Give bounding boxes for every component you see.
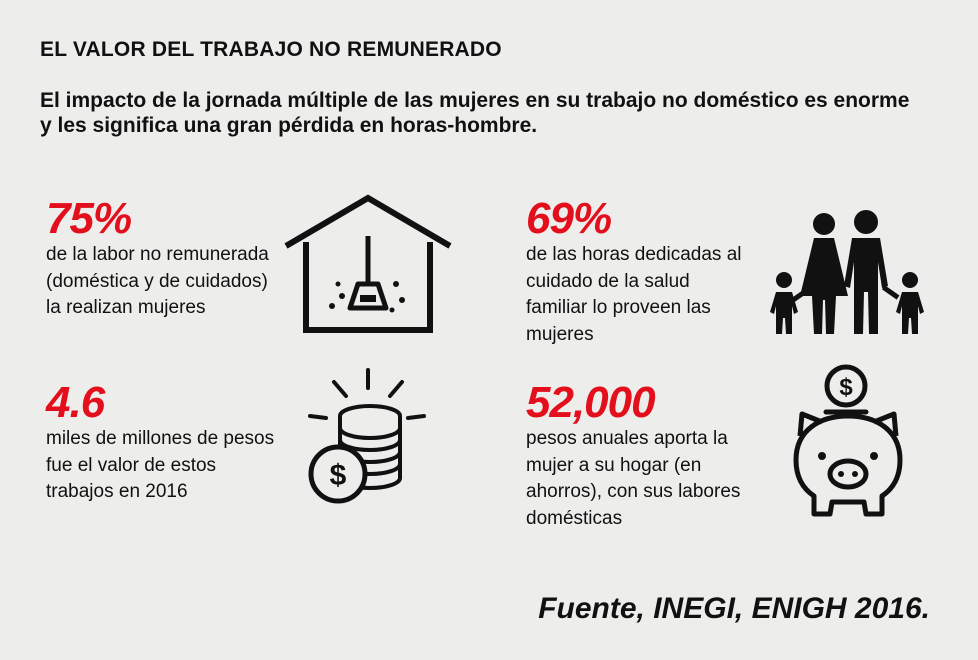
piggy-bank-icon: $	[793, 364, 903, 517]
stat-value: 52,000	[526, 378, 656, 427]
page-subtitle: El impacto de la jornada múltiple de las…	[40, 89, 910, 137]
stat-description: de las horas dedicadas al cuidado de la …	[526, 244, 742, 345]
stat-value: 75%	[46, 194, 132, 243]
stat-block-value: 4.6 miles de millones de pesos fue el va…	[46, 380, 276, 506]
source-credit: Fuente, INEGI, ENIGH 2016.	[538, 592, 930, 625]
stat-block-savings: 52,000 pesos anuales aporta la mujer a s…	[526, 380, 756, 532]
page-title: EL VALOR DEL TRABAJO NO REMUNERADO	[40, 38, 502, 61]
svg-text:$: $	[839, 374, 853, 401]
svg-text:$: $	[330, 459, 347, 492]
stat-value: 4.6	[46, 378, 105, 427]
stat-description: pesos anuales aporta la mujer a su hogar…	[526, 428, 741, 529]
stat-description: de la labor no remunerada (doméstica y d…	[46, 244, 269, 318]
house-broom-icon	[284, 194, 452, 333]
stat-description: miles de millones de pesos fue el valor …	[46, 428, 275, 502]
stat-value: 69%	[526, 194, 612, 243]
stat-block-health-care: 69% de las horas dedicadas al cuidado de…	[526, 196, 756, 348]
coin-stack-icon: $	[308, 368, 426, 504]
family-icon	[770, 210, 924, 334]
stat-block-unpaid-labor: 75% de la labor no remunerada (doméstica…	[46, 196, 276, 322]
